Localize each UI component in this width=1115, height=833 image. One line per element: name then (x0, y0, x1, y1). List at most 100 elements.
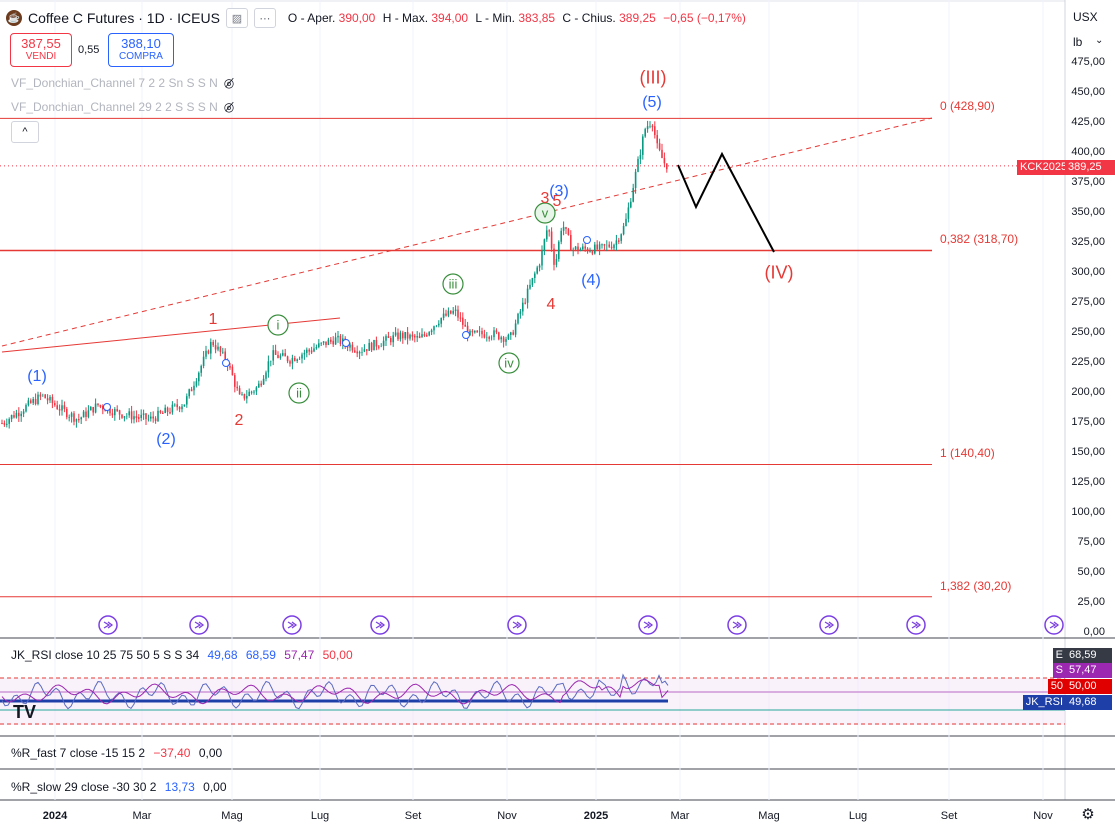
price-tick-label: 475,00 (1071, 56, 1105, 68)
price-tick-label: 100,00 (1071, 506, 1105, 518)
currency-label[interactable]: USX (1073, 10, 1098, 24)
wave-label[interactable]: (IV) (764, 262, 794, 283)
chevron-down-icon[interactable]: ⌄ (1095, 35, 1104, 46)
price-tick-label: 175,00 (1071, 416, 1105, 428)
event-marker-icon[interactable] (189, 615, 209, 635)
event-marker-icon[interactable] (370, 615, 390, 635)
compare-icon[interactable]: ▨ (225, 8, 248, 28)
wave-label[interactable]: (5) (642, 94, 662, 111)
rsi-signal-line (1, 679, 669, 705)
wave-circle[interactable] (442, 273, 464, 295)
price-tick-label: 150,00 (1071, 446, 1105, 458)
wave-circle[interactable] (498, 352, 520, 374)
price-tick-label: 350,00 (1071, 206, 1105, 218)
price-tick-label: 450,00 (1071, 86, 1105, 98)
wave-label[interactable]: 1 (208, 311, 218, 328)
price-tick-label: 125,00 (1071, 476, 1105, 488)
symbol-title[interactable]: Coffee C Futures · 1D · ICEUS (28, 10, 220, 26)
wave-label-circled[interactable]: iv (504, 355, 514, 371)
price-candles[interactable] (1, 120, 668, 429)
price-tick-label: 25,00 (1077, 596, 1105, 608)
rsi-tag-value: 57,47 (1066, 663, 1112, 678)
time-tick-label: Nov (497, 810, 517, 822)
event-marker-icon[interactable] (727, 615, 747, 635)
price-tick-label: 50,00 (1077, 566, 1105, 578)
price-tick-label: 0,00 (1083, 626, 1105, 638)
price-tick-label: 225,00 (1071, 356, 1105, 368)
time-tick-label: Set (404, 810, 422, 822)
event-marker-icon[interactable] (98, 615, 118, 635)
coffee-symbol-icon: ☕ (6, 10, 22, 26)
projection-path[interactable] (677, 151, 775, 253)
rsi-legend[interactable]: JK_RSI close 10 25 75 50 5 S S 34 49,68 … (11, 648, 353, 662)
wave-label[interactable]: 4 (546, 296, 556, 313)
wave-label[interactable]: (III) (639, 67, 667, 88)
price-tick-label: 200,00 (1071, 386, 1105, 398)
gear-icon[interactable]: ⚙ (1081, 806, 1095, 823)
symbol-price-tag: KCK2025 (1017, 160, 1071, 175)
event-marker-icon[interactable] (507, 615, 527, 635)
wave-circle[interactable] (267, 314, 289, 336)
trendline[interactable] (1, 317, 341, 353)
dashed-trendline[interactable] (1, 117, 933, 347)
event-marker-icon[interactable] (282, 615, 302, 635)
last-price-tag: 389,25 (1065, 160, 1115, 175)
fib-level-label: 0 (428,90) (940, 99, 995, 113)
fib-level-label: 1 (140,40) (940, 446, 995, 460)
wave-label[interactable]: 2 (234, 412, 244, 429)
symbol-legend: ☕ Coffee C Futures · 1D · ICEUS ▨ ⋯ O - … (6, 6, 750, 30)
pivot-marker (462, 331, 470, 339)
hidden-eye-icon[interactable]: ◎̸ (223, 100, 235, 114)
wave-label[interactable]: 3 (540, 190, 550, 207)
wave-label-circled[interactable]: i (276, 317, 280, 333)
wave-label-circled[interactable]: iii (448, 276, 458, 292)
spread-value: 0,55 (78, 44, 100, 56)
hidden-eye-icon[interactable]: ◎̸ (223, 76, 235, 90)
wave-label[interactable]: (1) (27, 368, 47, 385)
rsi-tag-key: JK_RSI (1022, 695, 1066, 710)
time-tick-label: Lug (848, 810, 868, 822)
wave-label-circled[interactable]: v (541, 205, 549, 221)
r-fast-legend[interactable]: %R_fast 7 close -15 15 2 −37,40 0,00 (11, 746, 223, 760)
event-marker-icon[interactable] (638, 615, 658, 635)
tradingview-logo: TV (13, 702, 37, 722)
indicator-donchian-7[interactable]: VF_Donchian_Channel 7 2 2 Sn S S N ◎̸ (11, 76, 235, 90)
wave-label[interactable]: (2) (156, 431, 176, 448)
r-slow-legend[interactable]: %R_slow 29 close -30 30 2 13,73 0,00 (11, 780, 227, 794)
time-tick-label: Set (940, 810, 958, 822)
event-marker-icon[interactable] (906, 615, 926, 635)
time-tick-label: Mag (221, 810, 243, 822)
time-tick-label: Mar (670, 810, 690, 822)
rsi-tag-key: E (1052, 648, 1066, 663)
wave-circle[interactable] (288, 382, 310, 404)
wave-circle[interactable] (534, 202, 556, 224)
more-options-icon[interactable]: ⋯ (253, 8, 276, 28)
fib-level-label: 1,382 (30,20) (940, 579, 1012, 593)
wave-label[interactable]: 5 (552, 193, 562, 210)
price-tick-label: 300,00 (1071, 266, 1105, 278)
ohlc-values: O - Aper. 390,00 H - Max. 394,00 L - Min… (287, 11, 746, 25)
time-tick-label: 2024 (42, 810, 68, 822)
price-tick-label: 275,00 (1071, 296, 1105, 308)
price-tick-label: 375,00 (1071, 176, 1105, 188)
wave-label[interactable]: (3) (549, 183, 569, 200)
event-marker-icon[interactable] (1044, 615, 1064, 635)
wave-label[interactable]: (4) (581, 272, 601, 289)
collapse-legend-button[interactable]: ^ (11, 121, 39, 143)
event-marker-icon[interactable] (819, 615, 839, 635)
price-tick-label: 425,00 (1071, 116, 1105, 128)
pivot-marker (342, 339, 350, 347)
pivot-marker (583, 236, 591, 244)
rsi-tag-value: 49,68 (1066, 695, 1112, 710)
indicator-donchian-29[interactable]: VF_Donchian_Channel 29 2 2 S S S N ◎̸ (11, 100, 235, 114)
wave-label-circled[interactable]: ii (296, 385, 302, 401)
price-change: −0,65 (−0,17%) (663, 11, 746, 25)
price-tick-label: 400,00 (1071, 146, 1105, 158)
time-tick-label: Mag (758, 810, 780, 822)
buy-button[interactable]: 388,10 COMPRA (108, 33, 174, 67)
time-tick-label: Mar (132, 810, 152, 822)
unit-label[interactable]: lb (1073, 35, 1083, 49)
sell-button[interactable]: 387,55 VENDI (10, 33, 72, 67)
rsi-tag-key: S (1052, 663, 1066, 678)
